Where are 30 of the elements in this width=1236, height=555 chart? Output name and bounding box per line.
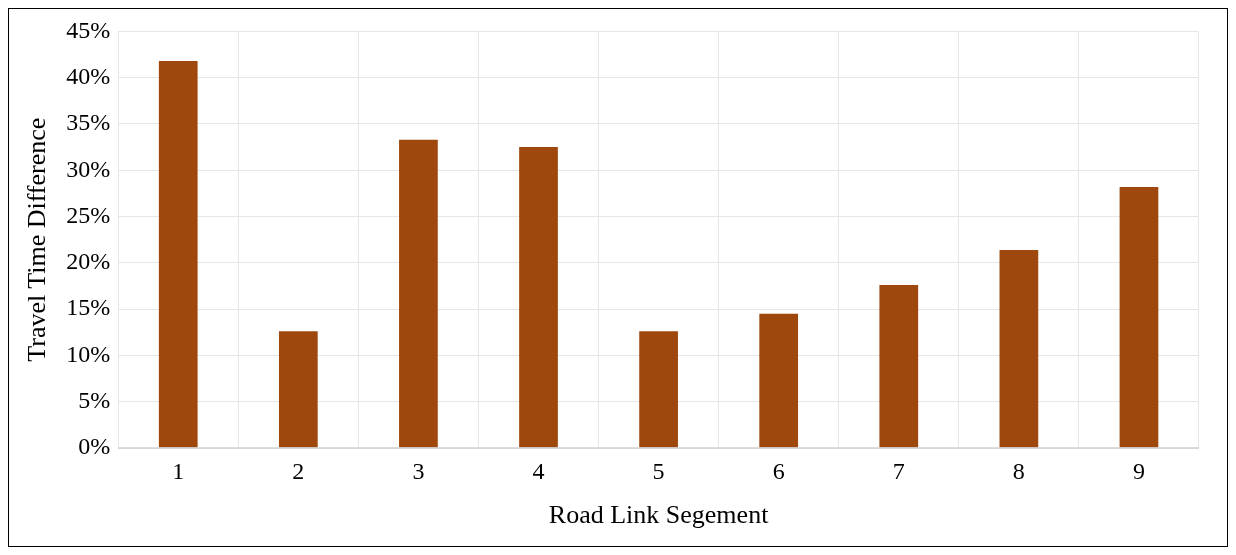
y-tick-label: 25% bbox=[66, 201, 111, 228]
y-tick-label: 10% bbox=[66, 340, 111, 367]
bar bbox=[519, 147, 558, 448]
y-tick-label: 45% bbox=[66, 16, 111, 43]
bar bbox=[158, 61, 198, 448]
x-tick-label: 5 bbox=[652, 457, 665, 484]
x-tick-label: 7 bbox=[892, 457, 905, 484]
bar bbox=[278, 331, 318, 448]
bar bbox=[1119, 186, 1159, 448]
x-axis-title: Road Link Segement bbox=[548, 500, 770, 530]
x-tick-label: 8 bbox=[1012, 457, 1025, 484]
y-tick-label: 35% bbox=[66, 109, 111, 136]
bar bbox=[759, 313, 799, 448]
x-tick-label: 4 bbox=[532, 457, 545, 484]
x-tick-label: 9 bbox=[1132, 457, 1145, 484]
x-tick-label: 3 bbox=[412, 457, 425, 484]
x-tick-label: 2 bbox=[292, 457, 305, 484]
y-tick-label: 15% bbox=[66, 294, 111, 321]
x-tick-label: 6 bbox=[772, 457, 785, 484]
bar bbox=[399, 139, 438, 448]
bar bbox=[999, 249, 1039, 448]
y-tick-label: 40% bbox=[66, 62, 111, 89]
y-tick-label: 0% bbox=[78, 433, 111, 460]
x-tick-label: 1 bbox=[172, 457, 185, 484]
y-tick-label: 20% bbox=[66, 248, 111, 275]
y-axis-title: Travel Time Difference bbox=[22, 117, 52, 362]
y-tick-label: 30% bbox=[66, 155, 111, 182]
bar bbox=[879, 285, 919, 448]
bar bbox=[639, 331, 678, 448]
y-tick-label: 5% bbox=[78, 387, 111, 414]
